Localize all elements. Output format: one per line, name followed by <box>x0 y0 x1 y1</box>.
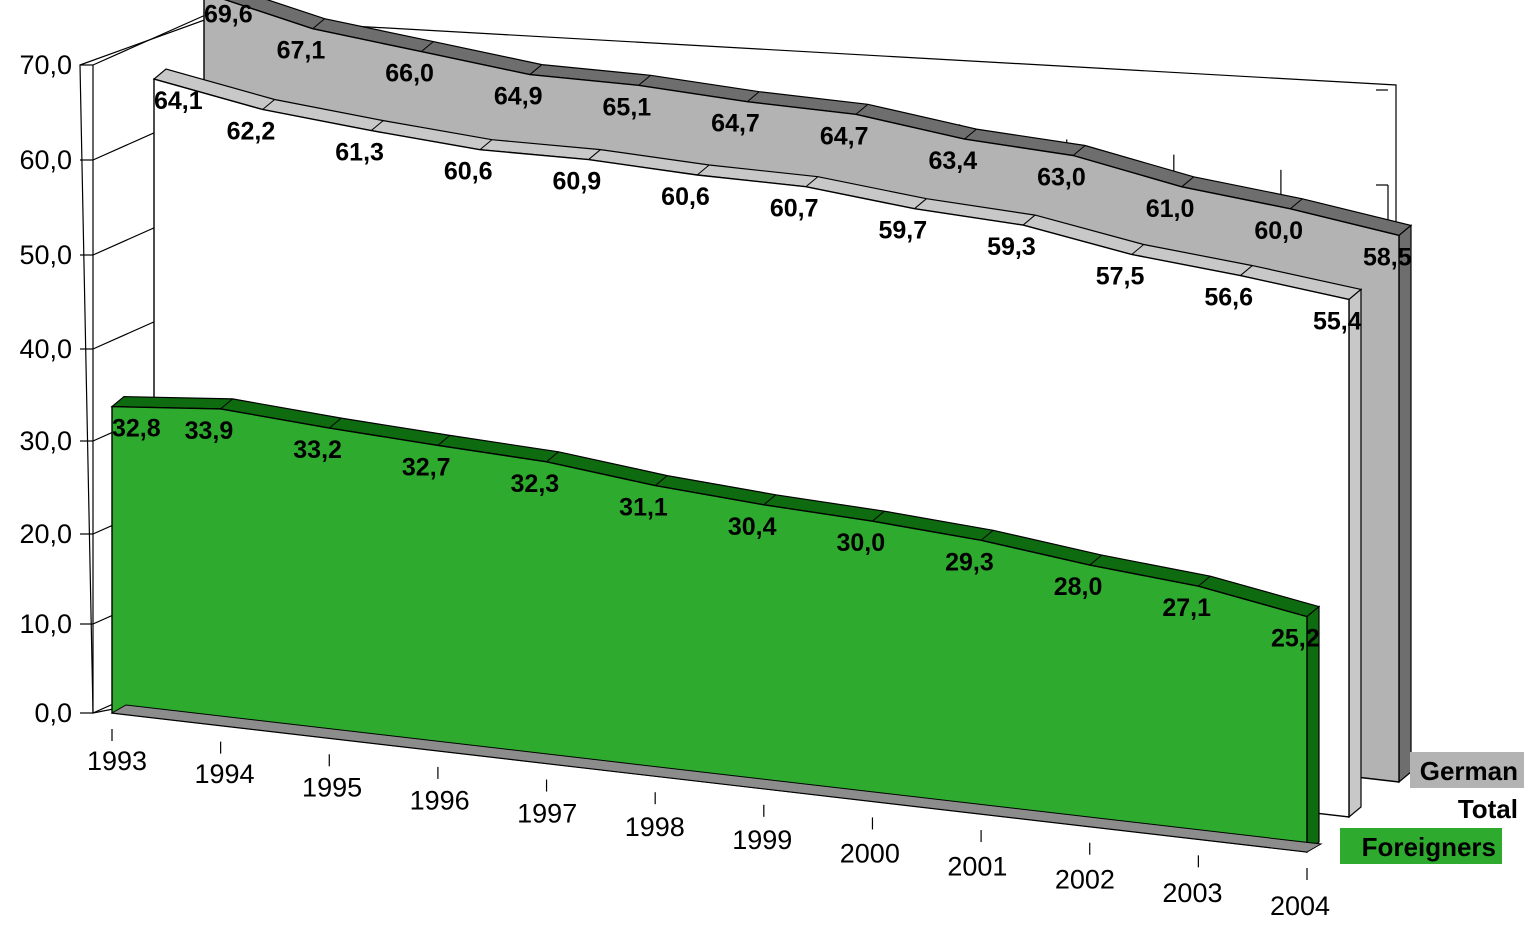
legend-swatch-foreigners <box>1340 828 1502 864</box>
data-label: 60,7 <box>770 195 819 223</box>
data-label: 30,4 <box>728 513 777 541</box>
data-label: 57,5 <box>1096 263 1145 291</box>
ribbon-separator <box>638 74 651 86</box>
legend-label-foreigners: Foreigners <box>1362 832 1496 862</box>
series-side-face <box>1398 224 1412 784</box>
ribbon-separator <box>588 149 601 160</box>
data-label: 30,0 <box>836 529 885 557</box>
ribbon-separator <box>262 99 275 110</box>
data-label: 56,6 <box>1204 284 1253 312</box>
ribbon-separator <box>805 176 819 188</box>
ribbon-separator <box>328 417 342 429</box>
legend-label-german: German <box>1420 756 1518 786</box>
data-label: 32,7 <box>402 453 451 481</box>
y-tick-label: 60,0 <box>19 145 72 175</box>
ribbon-separator <box>546 451 559 463</box>
ribbon-separator <box>312 18 325 30</box>
data-label: 64,9 <box>494 83 543 111</box>
y-tick-label: 50,0 <box>19 240 72 270</box>
ribbon-separator <box>763 494 777 506</box>
ribbon-separator <box>220 398 233 410</box>
ribbon-separator <box>1131 244 1145 255</box>
series-side-face <box>1348 288 1362 819</box>
data-label: 28,0 <box>1054 573 1103 601</box>
y-tick-label: 10,0 <box>19 609 72 639</box>
ribbon-separator <box>1089 554 1103 566</box>
data-label: 64,7 <box>711 110 760 138</box>
y-tick-label: 30,0 <box>19 426 72 456</box>
data-label: 32,3 <box>511 470 560 498</box>
data-label: 65,1 <box>603 93 652 121</box>
data-label: 33,2 <box>293 436 342 464</box>
x-tick-label: 2003 <box>1162 878 1222 908</box>
x-tick-label: 1995 <box>302 772 362 802</box>
ribbon-separator <box>654 475 668 487</box>
data-label: 69,6 <box>204 1 253 29</box>
x-axis-labels: 1993 1994 1995 1996 1997 1998 1999 2000 2001 2002… <box>87 729 1330 921</box>
data-label: 64,7 <box>820 122 869 150</box>
ribbon-separator <box>746 91 760 103</box>
data-label: 29,3 <box>945 548 994 576</box>
x-tick-label: 1996 <box>410 786 470 816</box>
ribbon-separator <box>1240 265 1253 276</box>
data-label: 59,3 <box>987 233 1036 261</box>
ribbon-separator <box>479 139 493 151</box>
ribbon-separator <box>914 198 927 210</box>
x-tick-label: 1999 <box>732 825 792 855</box>
x-tick-label: 2000 <box>840 838 900 868</box>
data-label: 64,1 <box>154 87 203 115</box>
x-tick-label: 1998 <box>625 812 685 842</box>
ribbon-separator <box>1198 575 1211 587</box>
x-tick-label: 1994 <box>195 759 255 789</box>
data-label: 60,0 <box>1254 217 1303 245</box>
ribbon-separator <box>1290 198 1303 210</box>
data-label: 60,9 <box>553 168 602 196</box>
x-tick-label: 2001 <box>947 851 1007 881</box>
floor <box>110 704 1323 853</box>
ribbon-separator <box>872 510 885 522</box>
ribbon-separator <box>1181 176 1195 188</box>
x-tick-label: 2004 <box>1270 891 1330 921</box>
legend: German Total Foreigners <box>1340 752 1524 864</box>
y-tick-label: 0,0 <box>34 698 72 728</box>
data-label: 27,1 <box>1162 594 1211 622</box>
data-label: 66,0 <box>385 60 434 88</box>
ribbon-separator <box>370 120 384 131</box>
data-label: 60,6 <box>661 183 710 211</box>
x-tick-label: 1997 <box>517 799 577 829</box>
ribbon-separator <box>437 435 451 446</box>
data-label: 63,4 <box>928 147 977 175</box>
legend-label-total: Total <box>1458 794 1518 824</box>
ribbon-separator <box>529 64 543 75</box>
data-label: 32,8 <box>112 415 161 443</box>
y-tick-label: 20,0 <box>19 519 72 549</box>
data-label: 58,5 <box>1363 243 1412 271</box>
series-layer: 69,6 67,1 66,0 64,9 65,1 64,7 64,7 63,4 63,0 61,0… <box>110 0 1413 854</box>
ribbon-separator <box>696 164 710 176</box>
ribbon-separator <box>855 103 869 115</box>
data-label: 67,1 <box>277 37 326 65</box>
ribbon-separator <box>1022 214 1036 226</box>
y-tick-label: 40,0 <box>19 334 72 364</box>
x-tick-label: 1993 <box>87 746 147 776</box>
data-label: 62,2 <box>227 118 276 146</box>
data-label: 59,7 <box>878 217 927 245</box>
data-label: 33,9 <box>185 417 234 445</box>
y-tick-label: 70,0 <box>19 50 72 80</box>
data-label: 31,1 <box>619 494 668 522</box>
x-tick-label: 2002 <box>1055 865 1115 895</box>
data-label: 61,0 <box>1146 195 1195 223</box>
data-label: 60,6 <box>444 158 493 186</box>
data-label: 55,4 <box>1313 307 1362 335</box>
data-label: 61,3 <box>335 139 384 167</box>
ribbon-separator <box>1072 145 1086 156</box>
y-axis-labels: 0,0 10,0 20,0 30,0 40,0 50,0 60,0 70,0 <box>19 50 72 728</box>
data-label: 25,2 <box>1271 625 1320 653</box>
data-label: 63,0 <box>1037 163 1086 191</box>
ribbon-separator <box>420 41 434 53</box>
ribbon-separator <box>964 128 977 140</box>
legend-swatch-german <box>1410 752 1524 788</box>
ribbon-separator <box>980 529 994 541</box>
